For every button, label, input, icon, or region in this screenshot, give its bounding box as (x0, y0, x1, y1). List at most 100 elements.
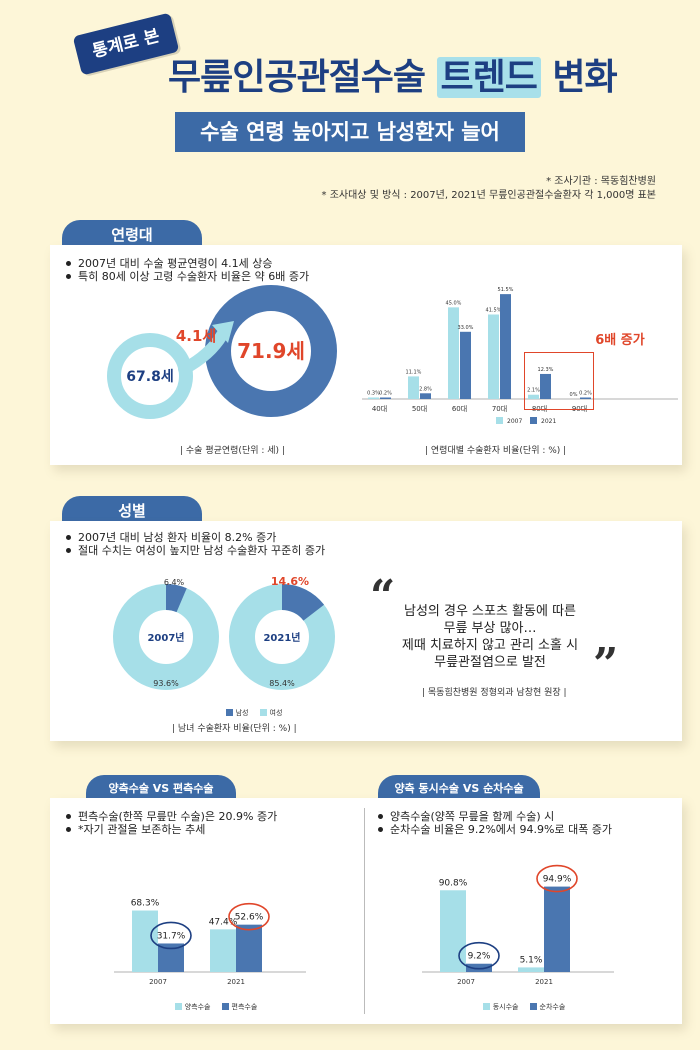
bilateral-bar-label: 52.6% (235, 913, 264, 923)
avg-age-2007-label: 67.8세 (126, 369, 173, 385)
age-legend-2007-swatch (496, 417, 503, 424)
survey-org: * 조사기관 : 목동힘찬병원 (546, 176, 656, 187)
header-stamp: 통계로 본 (72, 12, 180, 76)
simul-bar-chart: 90.8% 9.2% 2007 5.1% 94.9% 2021 (422, 864, 614, 986)
bilateral-category-label: 2021 (227, 978, 245, 986)
simul-highlight-circle (536, 864, 578, 893)
avg-age-2021-label: 71.9세 (237, 339, 305, 363)
increase-arrow-head (212, 321, 234, 343)
age-bar-2021-1 (420, 393, 431, 399)
bilateral-bar-1-1 (236, 924, 262, 972)
page-subtitle: 수술 연령 높아지고 남성환자 늘어 (175, 112, 525, 152)
simul-bar-1-0 (518, 967, 544, 972)
quote-line: 무릎 부상 많아… (443, 621, 537, 636)
age-bar-2021-2 (460, 331, 471, 399)
age-bar-chart: 0.3% 0.2%40대11.1%2.8%50대45.0%33.0%60대41.5… (362, 287, 678, 425)
avg-age-2021-ring (205, 285, 337, 417)
bilateral-bar-label: 47.4% (209, 917, 238, 927)
simul-bar-label: 94.9% (543, 875, 572, 885)
gender-caption: | 남녀 수술환자 비율(단위 : %) | (172, 724, 297, 734)
age-bar-2021-5 (580, 397, 591, 399)
quote-line: 남성의 경우 스포츠 활동에 따른 (403, 604, 576, 619)
legend-bilateral: 양측수술 (184, 1002, 211, 1011)
age-bar-label: 12.3% (538, 367, 554, 373)
quote-source: | 목동힘찬병원 정형외과 남창현 원장 | (422, 688, 567, 698)
simul-bar-label: 90.8% (439, 878, 468, 888)
age-bar-label: 51.5% (498, 287, 514, 293)
age-bar-label: 0.2% (379, 391, 392, 397)
quote-close-icon: ” (593, 639, 619, 690)
age-bar-label: 33.0% (458, 325, 474, 331)
title-part-c: 변화 (540, 57, 617, 98)
legend-sequential: 순차수술 (539, 1002, 566, 1011)
age-bar-2007-0 (368, 397, 379, 399)
age-bar-label: 0.2% (579, 391, 592, 397)
age-bar-label: 2.1% (527, 388, 540, 394)
simul-bullets: 양측수술(양쪽 무릎을 함께 수술) 시 순차수술 비율은 9.2%에서 94.… (376, 810, 612, 836)
bilateral-bar-0-0 (132, 910, 158, 972)
legend-female: 여성 (269, 708, 283, 717)
gender-legend: 남성 여성 (187, 702, 327, 721)
legend-female-swatch (259, 709, 267, 716)
age-callout: 6배 증가 (595, 333, 645, 348)
simul-highlight-circle (458, 941, 500, 970)
bilateral-bullet-1b: *자기 관절을 보존하는 추세 (64, 823, 277, 836)
age-category-label: 50대 (412, 405, 427, 413)
age-bar-label: 45.0% (446, 300, 462, 306)
legend-unilateral: 편측수술 (231, 1002, 258, 1011)
bilateral-bar-label: 31.7% (157, 931, 186, 941)
simul-category-label: 2007 (457, 978, 475, 986)
age-bullet-2: 특히 80세 이상 고령 수술환자 비율은 약 6배 증가 (64, 270, 309, 283)
age-bar-2007-1 (408, 376, 419, 399)
age-bar-label: 0.3% (367, 391, 380, 397)
bilateral-bar-chart: 68.3% 31.7% 2007 47.4%52.6% 2021 (114, 899, 306, 986)
bilateral-bullet-1: 편측수술(한쪽 무릎만 수술)은 20.9% 증가 (64, 810, 277, 823)
age-bar-2021-4 (540, 373, 551, 399)
quote-line: 제때 치료하지 않고 관리 소홀 시 (401, 638, 579, 653)
avg-age-2007-ring (107, 333, 193, 419)
simul-category-label: 2021 (535, 978, 553, 986)
age-bar-label: 11.1% (406, 369, 422, 375)
quote-line: 무릎관절염으로 발전 (434, 655, 546, 670)
age-callout-box (524, 352, 594, 410)
age-bar-2007-3 (488, 314, 499, 399)
age-panel: 2007년 대비 수술 평균연령이 4.1세 상승 특히 80세 이상 고령 수… (50, 245, 682, 465)
age-category-label: 40대 (372, 405, 387, 413)
age-bar-2007-2 (448, 307, 459, 399)
simul-bullet-1b: 순차수술 비율은 9.2%에서 94.9%로 대폭 증가 (376, 823, 612, 836)
legend-male: 남성 (235, 708, 249, 717)
age-chart-caption: | 연령대별 수술환자 비율(단위 : %) | (425, 446, 567, 456)
panel-divider (364, 808, 365, 1014)
age-legend-2021-swatch (530, 417, 537, 424)
simul-legend: 동시수술 순차수술 (462, 996, 592, 1015)
age-bar-label: 2.8% (419, 386, 432, 392)
gender-bullet-1: 2007년 대비 남성 환자 비율이 8.2% 증가 (64, 531, 325, 544)
title-highlight: 트렌드 (436, 57, 541, 98)
bilateral-bar-label: 68.3% (131, 899, 160, 909)
gender-bullet-2: 절대 수치는 여성이 높지만 남성 수술환자 꾸준히 증가 (64, 544, 325, 557)
legend-sequential-swatch (529, 1003, 537, 1010)
gender-panel: 2007년 대비 남성 환자 비율이 8.2% 증가 절대 수치는 여성이 높지… (50, 521, 682, 741)
bilateral-category-label: 2007 (149, 978, 167, 986)
age-bar-2021-0 (380, 397, 391, 399)
age-bullets: 2007년 대비 수술 평균연령이 4.1세 상승 특히 80세 이상 고령 수… (64, 257, 309, 283)
survey-method: * 조사대상 및 방식 : 2007년, 2021년 무릎인공관절수술환자 각 … (321, 190, 656, 201)
donut-0-female-label: 93.6% (153, 679, 179, 688)
donut-0-center-label: 2007년 (147, 631, 184, 644)
simul-bar-1-1 (544, 886, 570, 972)
increase-arrow (178, 329, 228, 375)
age-bar-label: 41.5% (486, 307, 502, 313)
age-category-label: 70대 (492, 405, 507, 413)
bottom-panel: 편측수술(한쪽 무릎만 수술)은 20.9% 증가 *자기 관절을 보존하는 추… (50, 798, 682, 1024)
avg-age-increase-label: 4.1세 (176, 327, 216, 345)
donut-1-center-label: 2021년 (263, 631, 300, 644)
avg-age-graphic: 67.8세 71.9세 4.1세 (107, 285, 337, 419)
donut-1-male-label: 14.6% (271, 575, 309, 588)
legend-simultaneous-swatch (482, 1003, 490, 1010)
title-part-a: 무릎인공관절수술 (168, 57, 437, 98)
avg-age-caption: | 수술 평균연령(단위 : 세) | (180, 446, 285, 456)
legend-simultaneous: 동시수술 (492, 1002, 519, 1011)
donut-1-female-label: 85.4% (269, 679, 295, 688)
age-bar-2021-3 (500, 294, 511, 399)
